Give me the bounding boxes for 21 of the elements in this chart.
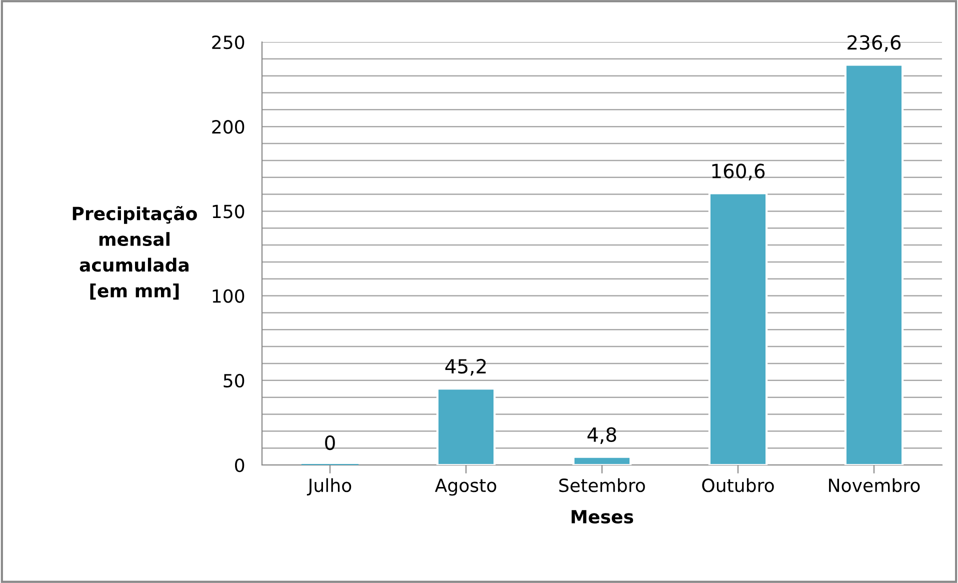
- data-label: 4,8: [587, 427, 616, 444]
- x-axis-title: Meses: [572, 510, 634, 524]
- y-tick-label: 50: [224, 374, 244, 388]
- x-tick-label: Setembro: [559, 478, 645, 492]
- x-tick-label: Agosto: [434, 478, 496, 496]
- bar: [844, 64, 904, 465]
- y-tick-label: 250: [212, 35, 244, 50]
- data-label: 45,2: [445, 358, 486, 376]
- bar: [708, 192, 768, 465]
- data-label: 236,6: [848, 35, 901, 52]
- data-label: 0: [325, 435, 335, 450]
- y-tick-label: 150: [212, 204, 244, 218]
- y-tick-label: 200: [212, 120, 244, 134]
- bar: [572, 456, 632, 465]
- x-tick-label: Novembro: [829, 478, 920, 492]
- data-label: 160,6: [712, 164, 765, 180]
- x-tick-label: Julho: [306, 478, 352, 496]
- y-axis-title: Precipitação mensal acumulada [em mm]: [72, 206, 197, 300]
- x-tick-label: Outubro: [702, 478, 774, 492]
- y-tick-label: 0: [235, 458, 244, 472]
- y-tick-label: 100: [212, 289, 244, 303]
